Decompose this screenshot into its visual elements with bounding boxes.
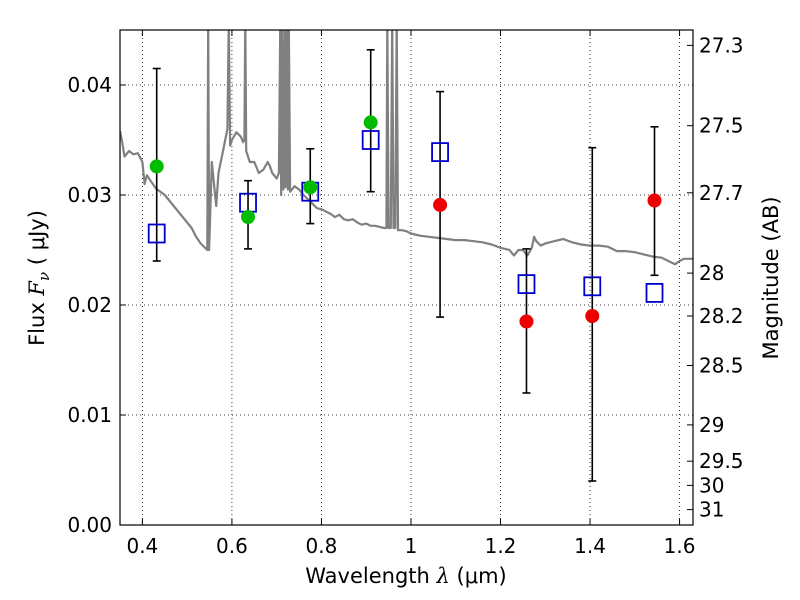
y2-tick-label: 27.7: [699, 181, 744, 205]
y2-tick-label: 27.3: [699, 33, 744, 57]
plot-frame: [119, 29, 694, 526]
y2-axis-label: Magnitude (AB): [759, 196, 783, 359]
y2-tick-label: 27.5: [699, 114, 744, 138]
y2-tick-label: 31: [699, 498, 724, 522]
green-circle-marker: [303, 180, 318, 195]
y-tick-label: 0.02: [67, 293, 112, 317]
y2-tick-label: 29.5: [699, 449, 744, 473]
x-tick-label: 1.6: [664, 534, 696, 558]
square-marker: [361, 130, 380, 150]
green-circle-marker: [149, 159, 164, 174]
square-marker: [517, 274, 536, 295]
grid-layer: [120, 30, 693, 526]
y-tick-label: 0.00: [67, 513, 112, 537]
x-tick-label: 1.4: [574, 534, 606, 558]
red-circle-marker: [433, 197, 448, 212]
y-tick-label: 0.03: [67, 183, 112, 207]
red-circle-marker: [519, 314, 534, 329]
x-tick-label: 1.2: [485, 534, 517, 558]
tick-layer: 0.4 0.6 0.8 1 1.2 1.4 1.6 0.00 0.01 0.02 0.03 0.04 2…: [67, 30, 744, 558]
x-tick-label: 0.6: [216, 534, 248, 558]
red-circle-marker: [647, 193, 662, 208]
spectrum-layer: [120, 30, 693, 266]
x-tick-label: 0.4: [126, 534, 158, 558]
x-axis-label: Wavelength λ (μm): [305, 564, 506, 588]
y-tick-label: 0.01: [67, 403, 112, 427]
square-marker: [431, 142, 449, 163]
y2-tick-label: 28.5: [699, 354, 744, 378]
x-tick-label: 1: [405, 534, 418, 558]
y2-tick-label: 29: [699, 413, 724, 437]
y-tick-label: 0.04: [67, 73, 112, 97]
square-marker: [583, 276, 602, 297]
square-marker: [645, 282, 664, 303]
spectrum-line: [120, 30, 693, 266]
y-axis-label: Flux Fν ( μJy): [25, 210, 53, 346]
green-circle-marker: [363, 115, 378, 130]
green-circle-marker: [241, 210, 256, 224]
square-marker: [147, 223, 166, 244]
red-circle-marker: [585, 309, 600, 323]
x-tick-label: 0.8: [306, 534, 338, 558]
y2-tick-label: 30: [699, 473, 724, 497]
marker-layer: [147, 115, 664, 329]
y2-tick-label: 28: [699, 261, 724, 285]
y2-tick-label: 28.2: [699, 304, 744, 328]
